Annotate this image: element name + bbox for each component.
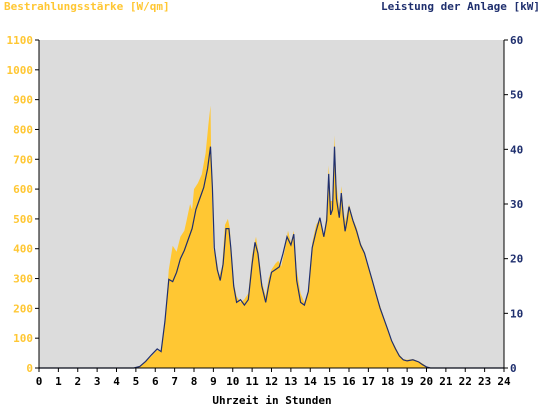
right-tick-label: 0 (510, 362, 517, 375)
x-tick-label: 5 (133, 375, 140, 388)
left-tick-label: 400 (13, 243, 33, 256)
left-tick-label: 900 (13, 94, 33, 107)
right-tick-label: 10 (510, 307, 523, 320)
x-tick-label: 8 (191, 375, 198, 388)
x-tick-label: 4 (113, 375, 120, 388)
x-tick-label: 11 (246, 375, 260, 388)
x-tick-label: 24 (497, 375, 511, 388)
x-tick-label: 18 (381, 375, 394, 388)
left-tick-label: 600 (13, 183, 33, 196)
x-tick-label: 16 (342, 375, 356, 388)
left-tick-label: 300 (13, 273, 33, 286)
x-tick-label: 2 (74, 375, 81, 388)
x-tick-label: 10 (226, 375, 239, 388)
x-tick-label: 13 (284, 375, 297, 388)
x-axis-label: Uhrzeit in Stunden (212, 394, 332, 407)
left-tick-label: 200 (13, 302, 33, 315)
left-tick-label: 700 (13, 153, 33, 166)
right-axis-title: Leistung der Anlage [kW] (381, 0, 540, 13)
x-tick-label: 3 (94, 375, 101, 388)
power-line (39, 146, 504, 369)
x-tick-label: 17 (362, 375, 375, 388)
right-tick-label: 60 (510, 34, 523, 47)
left-tick-label: 500 (13, 213, 33, 226)
x-tick-label: 7 (171, 375, 178, 388)
x-tick-label: 9 (210, 375, 217, 388)
x-tick-label: 12 (265, 375, 278, 388)
left-tick-label: 0 (26, 362, 33, 375)
right-tick-label: 40 (510, 143, 523, 156)
x-tick-label: 22 (459, 375, 472, 388)
right-tick-label: 20 (510, 253, 523, 266)
x-tick-label: 21 (439, 375, 453, 388)
x-tick-label: 1 (55, 375, 62, 388)
x-tick-label: 20 (420, 375, 433, 388)
x-tick-label: 0 (36, 375, 43, 388)
x-tick-label: 14 (304, 375, 318, 388)
x-tick-label: 15 (323, 375, 336, 388)
left-tick-label: 1100 (7, 34, 34, 47)
irradiance-area (39, 105, 504, 368)
x-tick-label: 6 (152, 375, 159, 388)
right-tick-label: 50 (510, 89, 523, 102)
x-tick-label: 23 (478, 375, 491, 388)
x-tick-label: 19 (401, 375, 414, 388)
left-tick-label: 1000 (7, 64, 34, 77)
left-tick-label: 800 (13, 123, 33, 136)
left-tick-label: 100 (13, 332, 33, 345)
left-axis-title: Bestrahlungsstärke [W/qm] (4, 0, 170, 13)
right-tick-label: 30 (510, 198, 523, 211)
